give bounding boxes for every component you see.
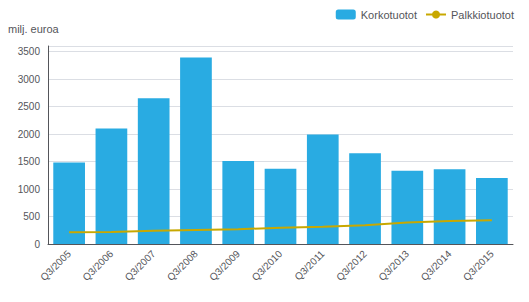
svg-text:500: 500 (23, 211, 40, 222)
svg-text:Q3/2008: Q3/2008 (165, 248, 200, 283)
svg-text:1000: 1000 (18, 184, 41, 195)
svg-text:2000: 2000 (18, 129, 41, 140)
svg-text:3500: 3500 (18, 46, 41, 57)
svg-text:Q3/2015: Q3/2015 (461, 248, 496, 283)
svg-text:Q3/2010: Q3/2010 (250, 248, 285, 283)
svg-text:Korkotuotot: Korkotuotot (361, 9, 417, 21)
svg-text:Q3/2007: Q3/2007 (123, 248, 158, 283)
svg-text:1500: 1500 (18, 156, 41, 167)
svg-text:2500: 2500 (18, 101, 41, 112)
svg-text:Q3/2011: Q3/2011 (292, 248, 327, 283)
svg-text:Q3/2012: Q3/2012 (334, 248, 369, 283)
svg-text:Q3/2014: Q3/2014 (419, 248, 454, 283)
svg-text:Q3/2005: Q3/2005 (38, 248, 73, 283)
svg-text:0: 0 (34, 239, 40, 250)
svg-text:Q3/2009: Q3/2009 (207, 248, 242, 283)
svg-text:Q3/2013: Q3/2013 (376, 248, 411, 283)
svg-text:Q3/2006: Q3/2006 (80, 248, 115, 283)
svg-text:Palkkiotuotot: Palkkiotuotot (451, 9, 514, 21)
svg-text:3000: 3000 (18, 74, 41, 85)
svg-text:milj. euroa: milj. euroa (8, 23, 60, 35)
